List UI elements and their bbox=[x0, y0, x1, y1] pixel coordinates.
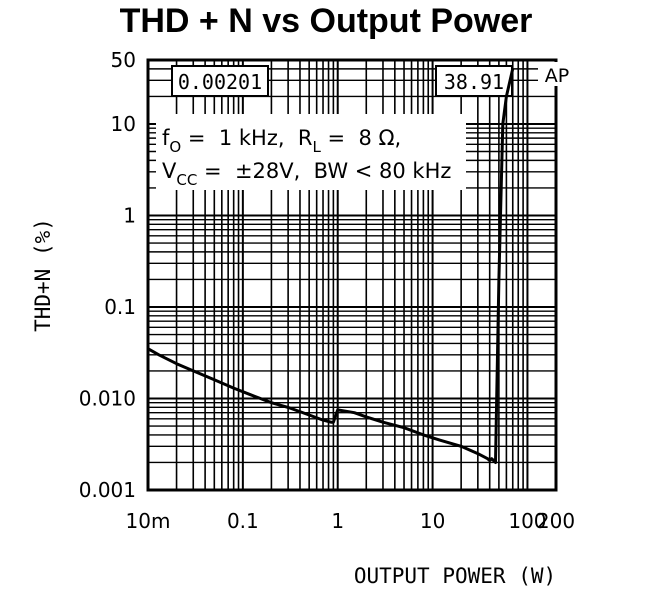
chart-title: THD + N vs Output Power bbox=[119, 2, 533, 40]
readout-right-box bbox=[435, 65, 513, 97]
y-axis-label: THD+N (%) bbox=[31, 218, 55, 332]
freq-subscript: O bbox=[169, 138, 181, 156]
x-tick-label: 0.1 bbox=[227, 509, 259, 533]
ap-badge-box bbox=[538, 62, 576, 86]
supply-value: = ±28V, BW < 80 kHz bbox=[197, 159, 451, 183]
thd-n-curve bbox=[147, 68, 515, 464]
load-subscript: L bbox=[312, 138, 321, 156]
y-tick-label: 0.001 bbox=[79, 478, 136, 502]
load-value: = 8 Ω, bbox=[321, 126, 401, 150]
readout-left-box bbox=[171, 65, 269, 97]
x-tick-label: 100 bbox=[508, 509, 546, 533]
plot-frame bbox=[146, 58, 558, 492]
y-tick-label: 0.1 bbox=[104, 295, 136, 319]
x-tick-label: 10 bbox=[420, 509, 445, 533]
freq-symbol: f bbox=[162, 126, 170, 150]
supply-symbol: V bbox=[162, 159, 177, 183]
y-tick-label: 50 bbox=[111, 48, 136, 72]
conditions-line-1: fO = 1 kHz, RL = 8 Ω, bbox=[162, 126, 401, 156]
series-layer bbox=[147, 68, 515, 464]
x-tick-label: 10m bbox=[126, 509, 171, 533]
readout-left: 0.00201 bbox=[178, 70, 262, 94]
supply-subscript: CC bbox=[176, 171, 197, 189]
readout-right: 38.91 bbox=[444, 70, 504, 94]
y-tick-label: 1 bbox=[123, 203, 136, 227]
conditions-panel bbox=[156, 114, 466, 190]
x-tick-label: 200 bbox=[537, 509, 575, 533]
conditions-line-2: VCC = ±28V, BW < 80 kHz bbox=[162, 159, 451, 189]
freq-value: = 1 kHz, R bbox=[181, 126, 312, 150]
y-tick-label: 10 bbox=[111, 112, 136, 136]
x-axis-label: OUTPUT POWER (W) bbox=[354, 564, 556, 588]
x-tick-label: 1 bbox=[331, 509, 344, 533]
y-tick-label: 0.010 bbox=[79, 386, 136, 410]
ap-badge: AP bbox=[545, 65, 569, 87]
